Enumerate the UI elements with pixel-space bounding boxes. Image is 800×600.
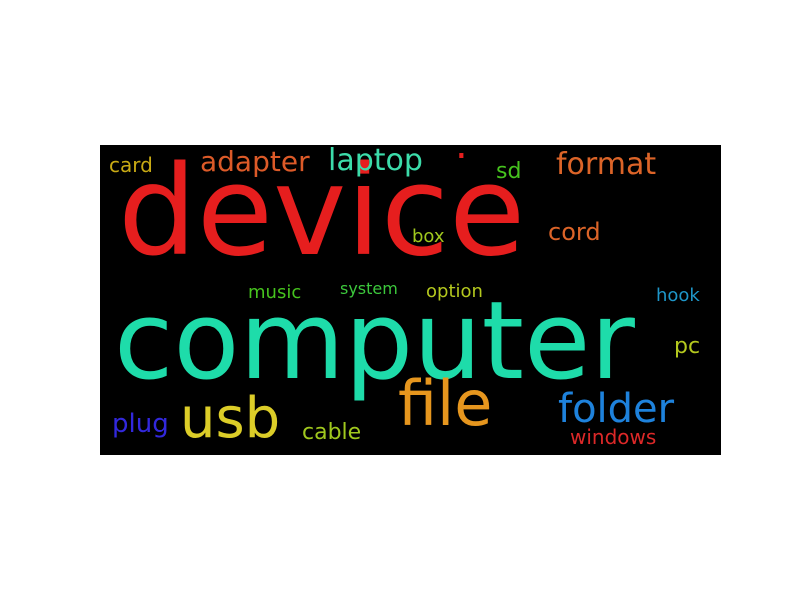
word-windows: windows xyxy=(570,425,657,449)
word-format: format xyxy=(556,147,657,182)
word-usb: usb xyxy=(180,386,281,451)
word-pc: pc xyxy=(674,334,701,359)
word-option: option xyxy=(426,281,483,302)
word-cable: cable xyxy=(302,420,362,445)
word-cord: cord xyxy=(548,218,601,246)
word-computer: computer xyxy=(114,279,635,404)
word-dot: . xyxy=(455,145,468,168)
word-folder: folder xyxy=(558,386,675,432)
word-cloud: device computer usb file folder adapter … xyxy=(100,145,721,455)
word-sd: sd xyxy=(496,159,522,184)
word-file: file xyxy=(398,367,493,440)
word-box: box xyxy=(412,226,445,247)
word-hook: hook xyxy=(656,285,700,306)
word-card: card xyxy=(109,153,153,177)
word-system: system xyxy=(340,279,398,298)
word-music: music xyxy=(248,282,302,303)
word-laptop: laptop xyxy=(328,145,423,178)
word-plug: plug xyxy=(112,409,169,439)
word-device: device xyxy=(118,145,526,284)
word-adapter: adapter xyxy=(200,145,310,178)
